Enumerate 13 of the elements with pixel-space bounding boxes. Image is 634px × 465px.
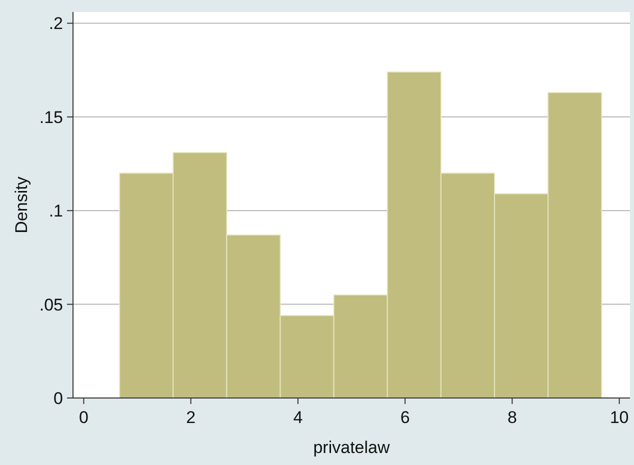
x-tick-label: 6 bbox=[400, 408, 410, 427]
y-tick-label: .1 bbox=[48, 202, 63, 221]
y-tick-label: 0 bbox=[54, 388, 63, 408]
y-axis-title: Density bbox=[12, 176, 31, 234]
x-tick-label: 10 bbox=[610, 408, 629, 427]
x-tick-label: 4 bbox=[293, 408, 303, 427]
y-tick-label: .05 bbox=[39, 295, 63, 314]
x-tick-label: 8 bbox=[507, 408, 517, 427]
x-axis-title: privatelaw bbox=[313, 438, 390, 457]
y-tick-label: .2 bbox=[48, 14, 63, 34]
y-tick-label: .15 bbox=[39, 108, 63, 127]
x-tick-label: 2 bbox=[186, 408, 196, 427]
x-tick-label: 0 bbox=[78, 408, 88, 427]
